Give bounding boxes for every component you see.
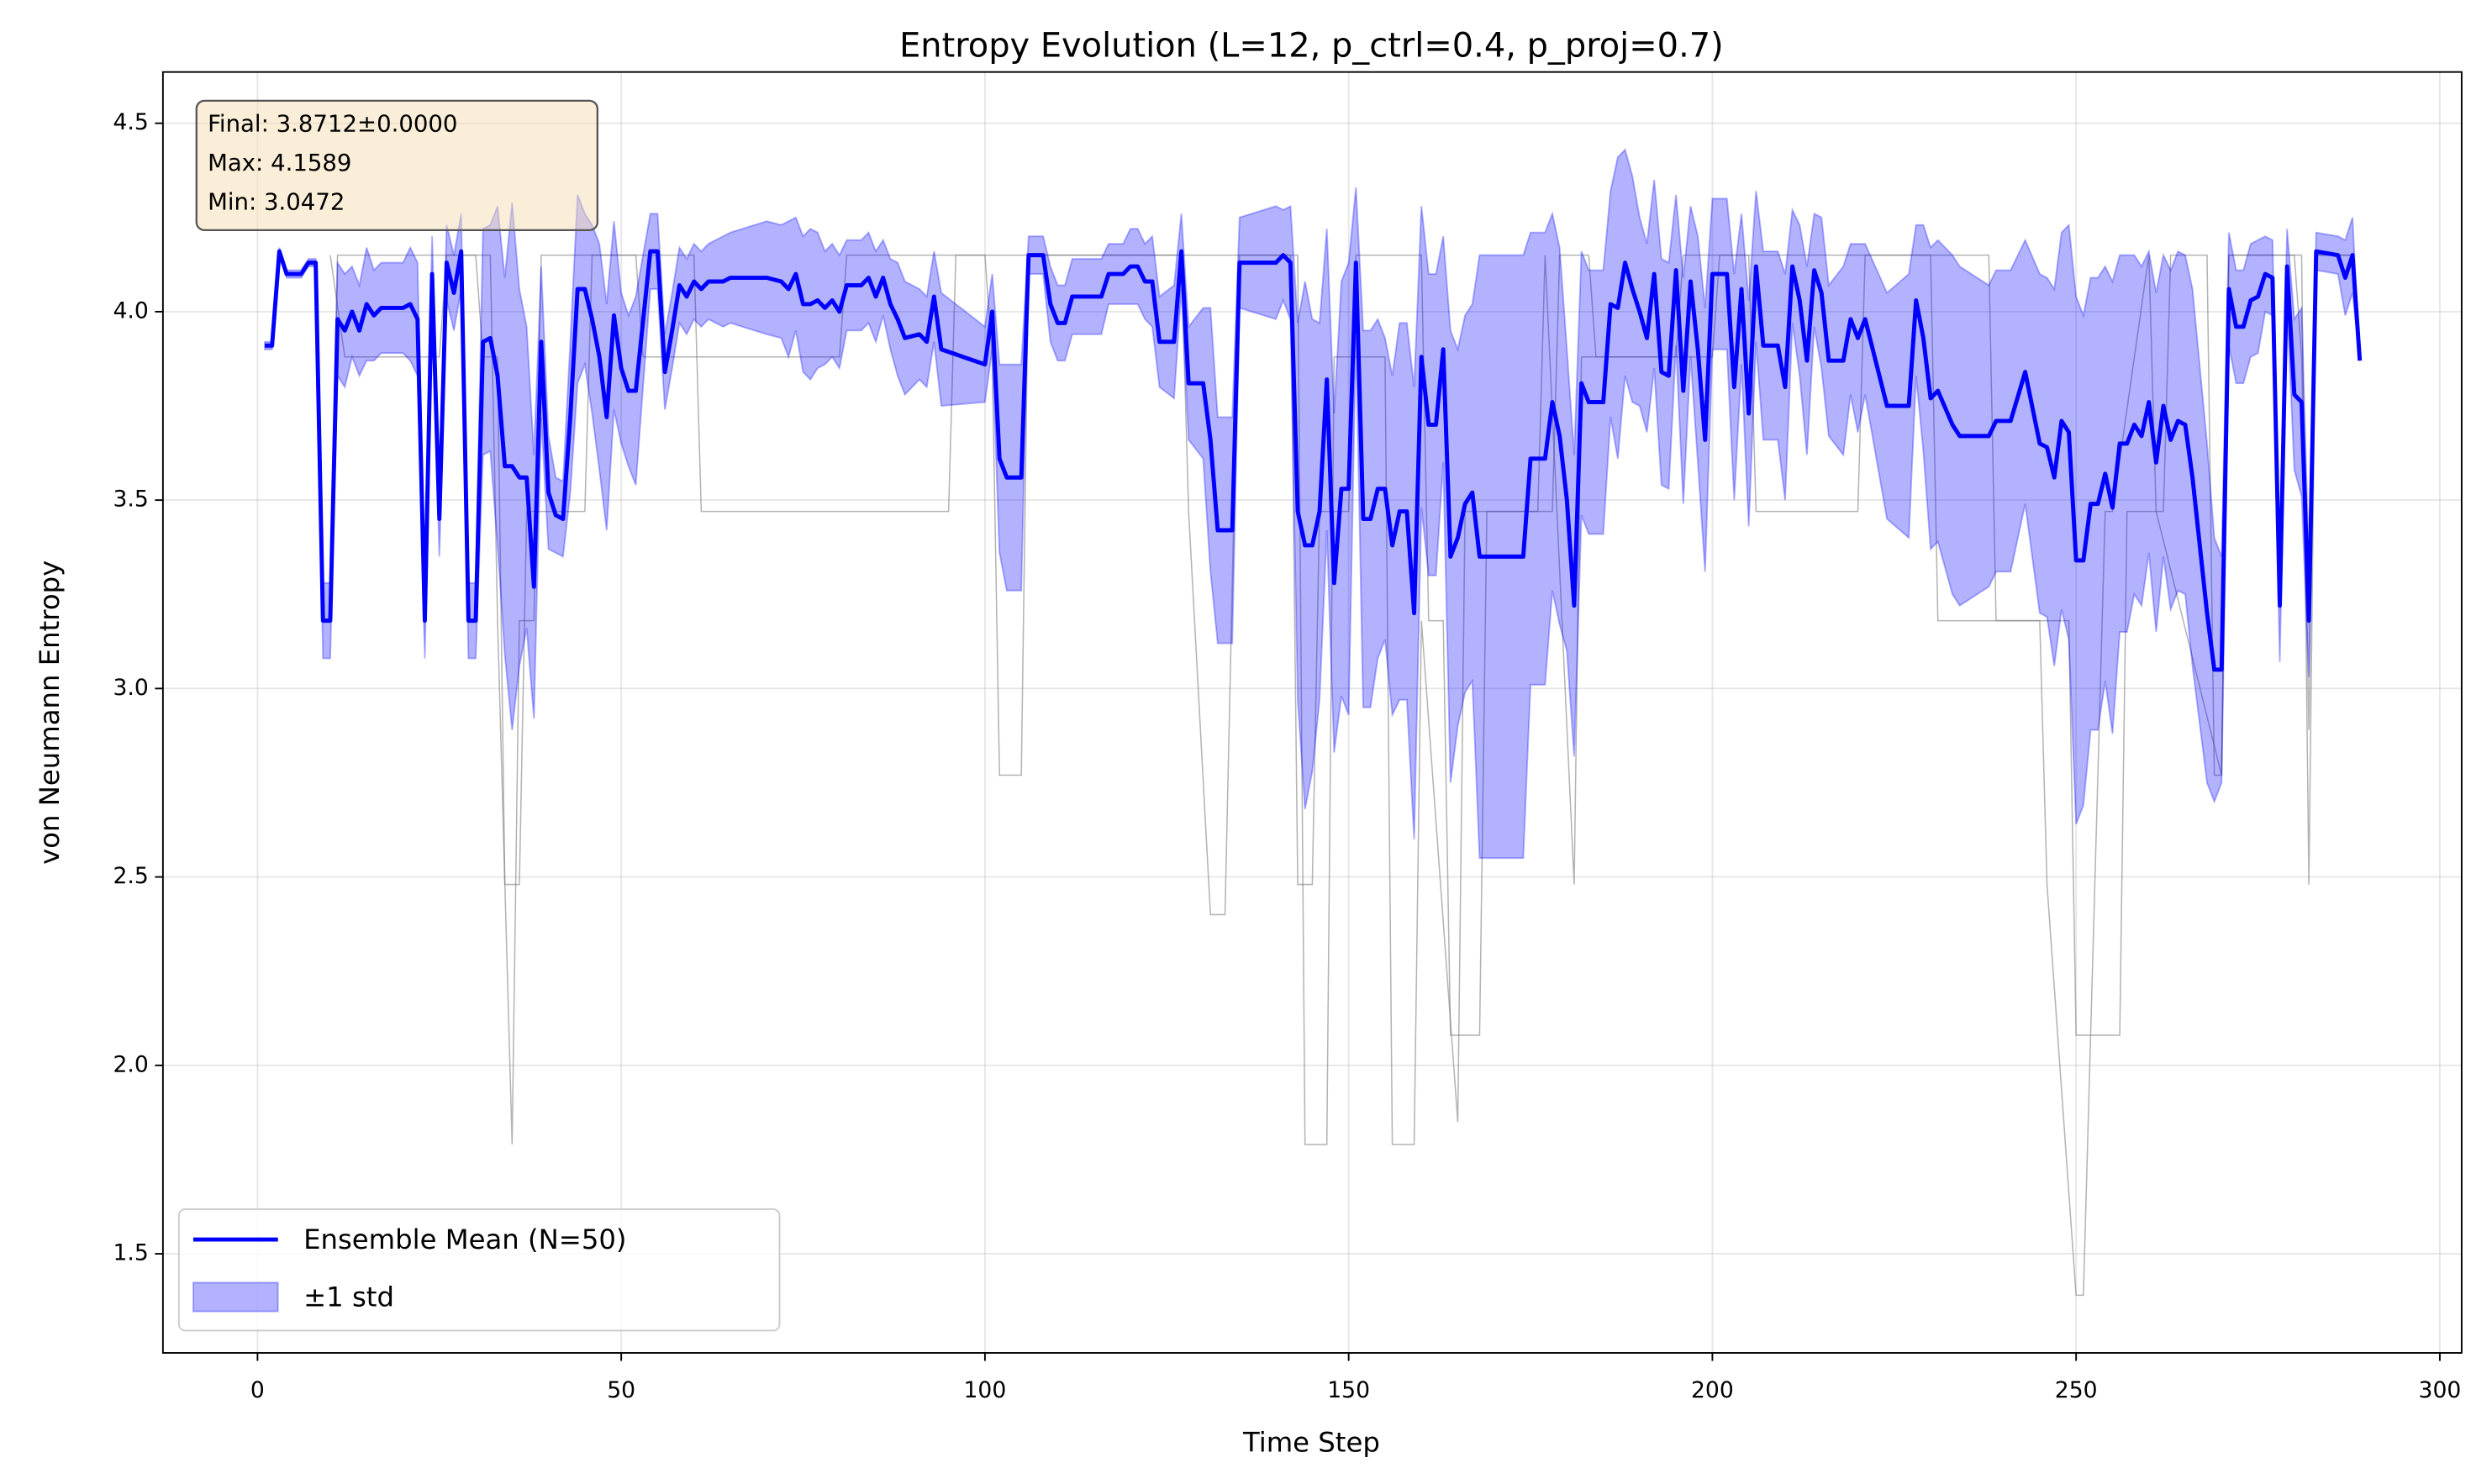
y-axis-label: von Neumann Entropy [34, 560, 66, 865]
legend-patch [192, 1281, 279, 1313]
x-tick-label: 300 [2419, 1377, 2462, 1403]
plot-area [264, 148, 2363, 1297]
mean-line [265, 249, 2363, 672]
x-tick-label: 100 [964, 1377, 1007, 1403]
legend-label: Ensemble Mean (N=50) [303, 1224, 626, 1255]
annotation-text: Min: 3.0472 [208, 189, 345, 216]
legend-label: ±1 std [303, 1281, 394, 1313]
chart-title: Entropy Evolution (L=12, p_ctrl=0.4, p_p… [899, 27, 1724, 66]
annotation-box [195, 99, 598, 231]
x-tick-label: 200 [1691, 1377, 1734, 1403]
axes-frame [161, 71, 2463, 1354]
x-tick-label: 50 [607, 1377, 635, 1403]
x-axis-label: Time Step [1242, 1426, 1380, 1458]
y-tick-label: 2.5 [113, 863, 148, 889]
y-tick-label: 4.0 [113, 297, 148, 324]
y-tick-label: 1.5 [113, 1240, 148, 1266]
annotation-text: Final: 3.8712±0.0000 [208, 110, 457, 137]
y-tick-label: 4.5 [113, 109, 148, 135]
x-tick-label: 0 [250, 1377, 265, 1403]
legend-box [177, 1208, 781, 1332]
x-tick-label: 150 [1327, 1377, 1370, 1403]
y-tick-label: 2.0 [113, 1051, 148, 1077]
y-tick-label: 3.0 [113, 675, 148, 701]
x-tick-label: 250 [2055, 1377, 2098, 1403]
y-tick-label: 3.5 [113, 487, 148, 513]
annotation-text: Max: 4.1589 [208, 150, 351, 176]
